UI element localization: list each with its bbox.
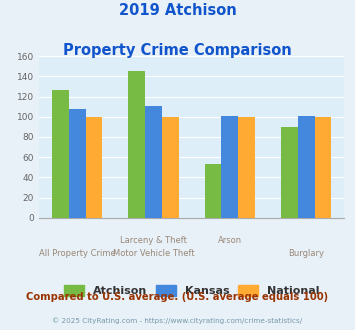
Text: Arson: Arson <box>218 236 242 245</box>
Text: Property Crime Comparison: Property Crime Comparison <box>63 43 292 58</box>
Text: Larceny & Theft: Larceny & Theft <box>120 236 187 245</box>
Text: All Property Crime: All Property Crime <box>39 249 116 258</box>
Legend: Atchison, Kansas, National: Atchison, Kansas, National <box>64 285 320 296</box>
Bar <box>129 71 145 218</box>
Bar <box>86 117 102 218</box>
Bar <box>222 116 238 218</box>
Bar <box>298 116 315 218</box>
Text: Compared to U.S. average. (U.S. average equals 100): Compared to U.S. average. (U.S. average … <box>26 292 329 302</box>
Text: Burglary: Burglary <box>288 249 324 258</box>
Bar <box>205 164 222 218</box>
Text: Motor Vehicle Theft: Motor Vehicle Theft <box>113 249 194 258</box>
Bar <box>52 90 69 218</box>
Bar <box>69 109 86 218</box>
Text: © 2025 CityRating.com - https://www.cityrating.com/crime-statistics/: © 2025 CityRating.com - https://www.city… <box>53 317 302 324</box>
Bar <box>238 117 255 218</box>
Bar <box>281 127 298 218</box>
Bar <box>162 117 179 218</box>
Bar <box>315 117 331 218</box>
Bar <box>145 106 162 218</box>
Text: 2019 Atchison: 2019 Atchison <box>119 3 236 18</box>
